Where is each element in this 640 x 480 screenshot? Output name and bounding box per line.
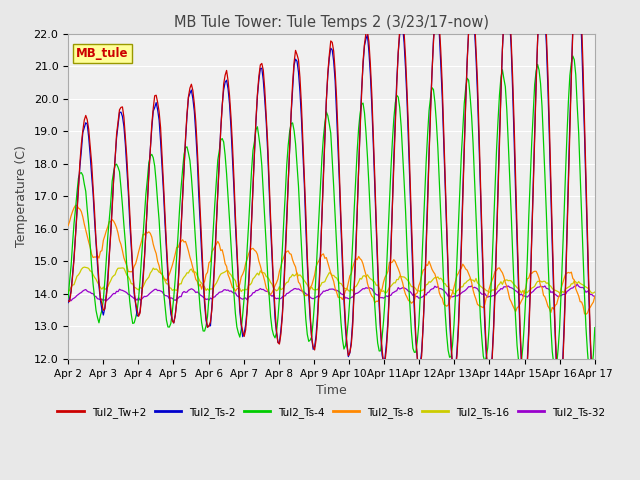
- Y-axis label: Temperature (C): Temperature (C): [15, 145, 28, 247]
- Legend: Tul2_Tw+2, Tul2_Ts-2, Tul2_Ts-4, Tul2_Ts-8, Tul2_Ts-16, Tul2_Ts-32: Tul2_Tw+2, Tul2_Ts-2, Tul2_Ts-4, Tul2_Ts…: [53, 403, 610, 422]
- Title: MB Tule Tower: Tule Temps 2 (3/23/17-now): MB Tule Tower: Tule Temps 2 (3/23/17-now…: [174, 15, 489, 30]
- X-axis label: Time: Time: [316, 384, 347, 397]
- Text: MB_tule: MB_tule: [76, 47, 129, 60]
